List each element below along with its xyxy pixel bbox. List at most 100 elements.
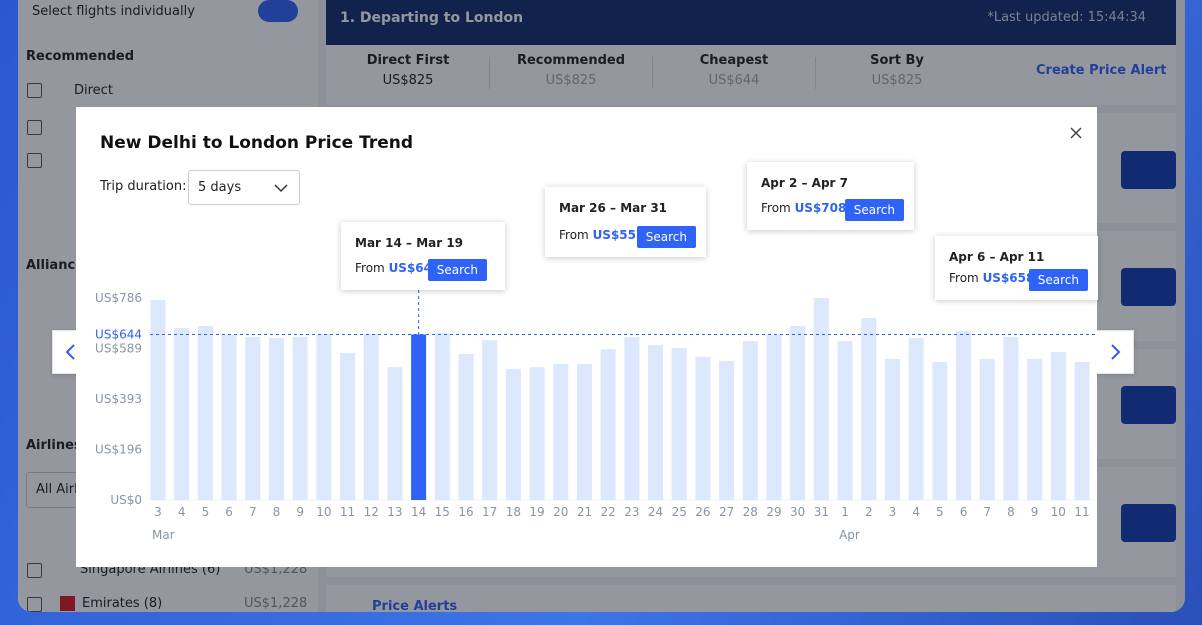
trip-duration-value: 5 days: [198, 180, 242, 195]
bar[interactable]: [174, 328, 190, 500]
from-label: From: [355, 261, 385, 275]
section-title: Recommended: [26, 49, 135, 64]
bar[interactable]: [553, 364, 569, 500]
bar[interactable]: [363, 333, 379, 500]
bar[interactable]: [790, 326, 806, 500]
bar[interactable]: [884, 358, 900, 500]
bar[interactable]: [1027, 358, 1043, 500]
next-arrow[interactable]: [1096, 330, 1134, 374]
price-tooltip: Apr 2 – Apr 7 From US$708 Search: [747, 162, 914, 230]
price-alerts-link[interactable]: Price Alerts: [372, 599, 458, 612]
select-button[interactable]: [1121, 268, 1176, 306]
bar[interactable]: [1003, 337, 1019, 500]
bar[interactable]: [908, 338, 924, 500]
bar[interactable]: [600, 349, 616, 500]
tooltip-dates: Mar 14 – Mar 19: [355, 236, 464, 250]
bar[interactable]: [624, 337, 640, 500]
bar[interactable]: [861, 318, 877, 500]
y-tick-label: US$196: [95, 443, 142, 457]
bar[interactable]: [956, 330, 972, 500]
x-tick-label: 5: [202, 505, 210, 519]
x-tick-label: 4: [178, 505, 186, 519]
price-tooltip: Mar 14 – Mar 19 From US$644 Search: [341, 222, 505, 290]
bar[interactable]: [268, 338, 284, 500]
x-tick-label: 27: [719, 505, 734, 519]
reference-label: US$644: [95, 327, 142, 341]
select-button[interactable]: [1121, 504, 1176, 542]
checkbox[interactable]: [27, 597, 42, 612]
tab-label: Cheapest: [699, 53, 769, 68]
x-tick-label: 9: [296, 505, 304, 519]
tab-divider: [489, 57, 490, 89]
x-tick-label: 30: [790, 505, 805, 519]
bar[interactable]: [292, 337, 308, 500]
trip-duration-select[interactable]: 5 days: [188, 170, 300, 205]
bar[interactable]: [434, 332, 450, 500]
bar[interactable]: [458, 354, 474, 500]
bar[interactable]: [979, 358, 995, 500]
toggle[interactable]: [258, 0, 298, 22]
x-tick-label: 10: [1051, 505, 1066, 519]
y-tick-label: US$0: [110, 493, 142, 507]
x-tick-label: 25: [672, 505, 687, 519]
tooltip-dates: Apr 6 – Apr 11: [949, 250, 1045, 264]
bar[interactable]: [316, 333, 332, 500]
bar[interactable]: [387, 367, 403, 500]
bar[interactable]: [766, 335, 782, 500]
bar[interactable]: [837, 341, 853, 500]
x-tick-label: 10: [316, 505, 331, 519]
x-tick-label: 6: [225, 505, 233, 519]
bar[interactable]: [505, 368, 521, 500]
bar[interactable]: [245, 337, 261, 500]
bar[interactable]: [1074, 361, 1090, 500]
x-tick-label: 1: [841, 505, 849, 519]
bar[interactable]: [411, 334, 427, 500]
airline-price: US$1,228: [244, 596, 308, 611]
x-tick-label: 24: [648, 505, 663, 519]
search-button[interactable]: Search: [427, 259, 487, 281]
select-button[interactable]: [1121, 151, 1176, 189]
bar[interactable]: [340, 352, 356, 500]
bar[interactable]: [742, 341, 758, 500]
filter-label: Direct: [74, 83, 113, 98]
bar[interactable]: [813, 298, 829, 500]
search-button[interactable]: Search: [636, 226, 696, 248]
chevron: [1111, 344, 1121, 360]
search-button[interactable]: Search: [1028, 269, 1088, 291]
bar[interactable]: [150, 300, 166, 500]
header-title: 1. Departing to London: [340, 10, 524, 26]
bar[interactable]: [576, 364, 592, 500]
airline-name: Emirates (8): [82, 596, 163, 611]
tab-label: Sort By: [870, 53, 924, 68]
search-button[interactable]: Search: [844, 199, 904, 221]
select-button[interactable]: [1121, 386, 1176, 424]
x-tick-label: 4: [912, 505, 920, 519]
x-tick-label: 19: [529, 505, 544, 519]
bar[interactable]: [719, 360, 735, 500]
bar[interactable]: [482, 340, 498, 500]
create-price-alert[interactable]: Create Price Alert: [1036, 63, 1167, 78]
checkbox[interactable]: [27, 120, 42, 135]
close-icon: [1070, 127, 1082, 139]
bar[interactable]: [529, 367, 545, 500]
from-label: From: [949, 271, 979, 285]
x-tick-label: 28: [743, 505, 758, 519]
bar[interactable]: [197, 326, 213, 500]
close-button[interactable]: [1067, 119, 1097, 145]
checkbox[interactable]: [27, 563, 42, 578]
bar[interactable]: [221, 335, 237, 500]
bar[interactable]: [932, 361, 948, 500]
tab-label: Recommended: [516, 53, 626, 68]
bar[interactable]: [695, 356, 711, 500]
bar[interactable]: [671, 348, 687, 500]
checkbox[interactable]: [27, 83, 42, 98]
x-tick-label: 3: [889, 505, 897, 519]
month-label: Apr: [839, 528, 860, 542]
bar[interactable]: [648, 345, 664, 500]
toggle-label: Select flights individually: [32, 4, 195, 19]
x-tick-label: 5: [936, 505, 944, 519]
section-title: Airlines: [26, 438, 82, 453]
bar[interactable]: [1050, 351, 1066, 500]
checkbox[interactable]: [27, 153, 42, 168]
